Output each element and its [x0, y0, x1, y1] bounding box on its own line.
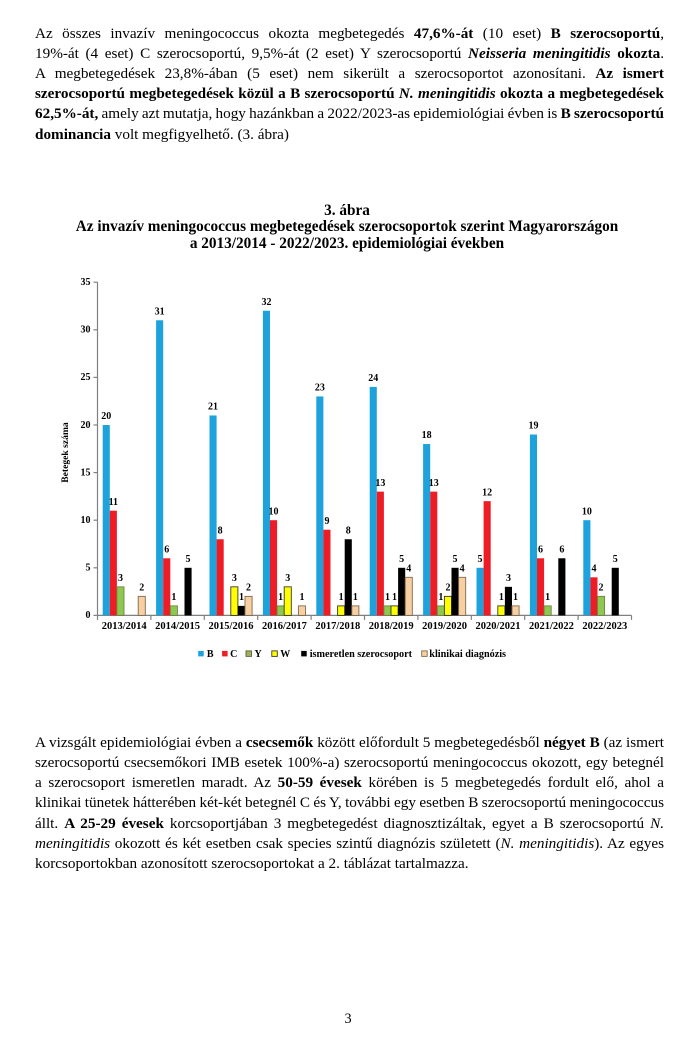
svg-text:20: 20 — [101, 411, 111, 422]
svg-text:30: 30 — [81, 325, 91, 336]
svg-text:3: 3 — [506, 573, 511, 584]
svg-text:31: 31 — [155, 306, 165, 317]
svg-text:35: 35 — [81, 277, 91, 288]
svg-text:6: 6 — [559, 544, 564, 555]
svg-text:3: 3 — [232, 573, 237, 584]
svg-text:1: 1 — [545, 592, 550, 603]
svg-text:24: 24 — [368, 373, 378, 384]
svg-text:10: 10 — [269, 506, 279, 517]
svg-text:15: 15 — [81, 467, 91, 478]
svg-text:18: 18 — [422, 430, 432, 441]
svg-text:Y: Y — [255, 649, 263, 660]
svg-text:1: 1 — [353, 592, 358, 603]
svg-text:2: 2 — [246, 583, 251, 594]
svg-text:8: 8 — [218, 525, 223, 536]
svg-text:5: 5 — [613, 554, 618, 565]
svg-text:9: 9 — [324, 516, 329, 527]
svg-text:4: 4 — [460, 564, 465, 575]
svg-text:1: 1 — [513, 592, 518, 603]
svg-text:2018/2019: 2018/2019 — [369, 621, 414, 632]
svg-text:1: 1 — [299, 592, 304, 603]
svg-text:19: 19 — [528, 421, 538, 432]
svg-text:5: 5 — [186, 554, 191, 565]
svg-text:2015/2016: 2015/2016 — [209, 621, 254, 632]
svg-text:3: 3 — [285, 573, 290, 584]
svg-text:2020/2021: 2020/2021 — [476, 621, 521, 632]
svg-text:8: 8 — [346, 525, 351, 536]
svg-text:C: C — [230, 649, 237, 660]
svg-text:B: B — [207, 649, 214, 660]
svg-text:2021/2022: 2021/2022 — [529, 621, 574, 632]
svg-text:0: 0 — [86, 610, 91, 621]
svg-text:5: 5 — [478, 554, 483, 565]
svg-text:21: 21 — [208, 402, 218, 413]
svg-text:11: 11 — [109, 497, 118, 508]
svg-text:20: 20 — [81, 420, 91, 431]
svg-text:1: 1 — [171, 592, 176, 603]
svg-text:1: 1 — [392, 592, 397, 603]
svg-text:4: 4 — [591, 564, 596, 575]
svg-text:1: 1 — [499, 592, 504, 603]
svg-text:10: 10 — [81, 515, 91, 526]
svg-text:ismeretlen szerocsoport: ismeretlen szerocsoport — [310, 649, 413, 660]
svg-text:13: 13 — [375, 478, 385, 489]
svg-text:2: 2 — [445, 583, 450, 594]
svg-text:5: 5 — [453, 554, 458, 565]
svg-text:2: 2 — [139, 583, 144, 594]
svg-text:1: 1 — [339, 592, 344, 603]
svg-text:2017/2018: 2017/2018 — [315, 621, 360, 632]
svg-text:1: 1 — [438, 592, 443, 603]
svg-text:2022/2023: 2022/2023 — [582, 621, 627, 632]
svg-text:6: 6 — [538, 544, 543, 555]
svg-text:2016/2017: 2016/2017 — [262, 621, 307, 632]
svg-text:32: 32 — [261, 297, 271, 308]
svg-text:6: 6 — [164, 544, 169, 555]
svg-text:4: 4 — [406, 564, 411, 575]
svg-text:5: 5 — [399, 554, 404, 565]
svg-text:10: 10 — [582, 506, 592, 517]
svg-text:2013/2014: 2013/2014 — [102, 621, 148, 632]
svg-text:12: 12 — [482, 487, 492, 498]
svg-text:5: 5 — [86, 563, 91, 574]
svg-text:1: 1 — [278, 592, 283, 603]
svg-text:Betegek száma: Betegek száma — [60, 422, 71, 483]
svg-text:3: 3 — [118, 573, 123, 584]
svg-text:2014/2015: 2014/2015 — [155, 621, 200, 632]
svg-text:2: 2 — [599, 583, 604, 594]
svg-text:1: 1 — [385, 592, 390, 603]
svg-text:1: 1 — [239, 592, 244, 603]
svg-text:2019/2020: 2019/2020 — [422, 621, 467, 632]
svg-text:klinikai diagnózis: klinikai diagnózis — [429, 649, 506, 660]
svg-text:25: 25 — [81, 372, 91, 383]
svg-text:W: W — [280, 649, 290, 660]
svg-text:13: 13 — [429, 478, 439, 489]
svg-text:23: 23 — [315, 383, 325, 394]
